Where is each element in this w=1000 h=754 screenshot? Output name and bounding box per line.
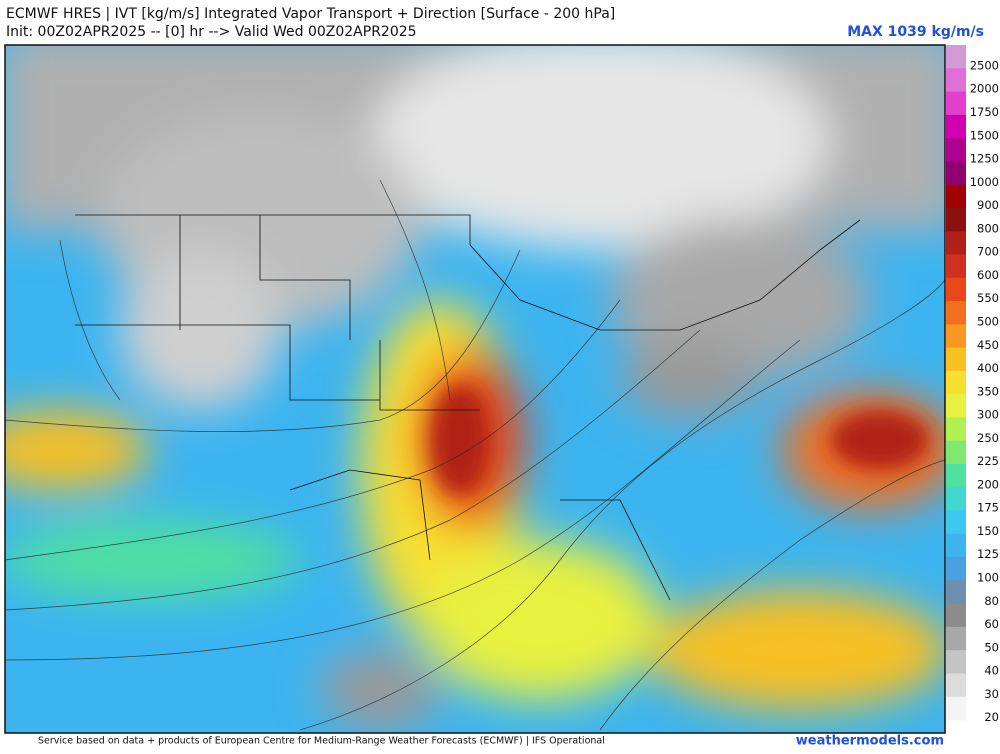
- colorbar-label: 30: [984, 687, 999, 701]
- colorbar-swatch: [946, 557, 966, 581]
- colorbar-swatch: [946, 301, 966, 325]
- colorbar-label: 450: [977, 338, 999, 352]
- colorbar-label: 225: [977, 454, 999, 468]
- colorbar-swatch: [946, 626, 966, 651]
- colorbar-label: 125: [977, 547, 999, 561]
- colorbar-label: 350: [977, 384, 999, 398]
- colorbar-swatch: [946, 394, 966, 418]
- map-frame: [4, 44, 946, 734]
- colorbar-label: 150: [977, 524, 999, 538]
- colorbar-swatch: [946, 184, 966, 209]
- colorbar-label: 600: [977, 268, 999, 282]
- colorbar-label: 300: [977, 408, 999, 422]
- colorbar-label: 700: [977, 245, 999, 259]
- colorbar-swatch: [946, 487, 966, 512]
- colorbar-label: 1500: [970, 128, 999, 142]
- colorbar-swatch: [946, 138, 966, 162]
- colorbar-swatch: [946, 370, 966, 395]
- colorbar-swatch: [946, 254, 966, 279]
- colorbar-swatch: [946, 347, 966, 372]
- colorbar: 2500 2000 1750 1500 1250 1000 900 800 700 600 550 5…: [946, 45, 999, 724]
- colorbar-label: 100: [977, 571, 999, 585]
- colorbar-swatch: [946, 673, 966, 698]
- colorbar-swatch: [946, 231, 966, 255]
- colorbar-label: 2500: [970, 58, 999, 72]
- colorbar-swatch: [946, 533, 966, 558]
- colorbar-label: 400: [977, 361, 999, 375]
- colorbar-label: 60: [984, 617, 999, 631]
- colorbar-label: 1000: [970, 175, 999, 189]
- colorbar-label: 20: [984, 710, 999, 724]
- colorbar-swatch: [946, 91, 966, 116]
- colorbar-label: 250: [977, 431, 999, 445]
- colorbar-swatch: [946, 207, 966, 232]
- title: ECMWF HRES | IVT [kg/m/s] Integrated Vap…: [6, 6, 615, 22]
- colorbar-swatch: [946, 696, 966, 721]
- colorbar-swatch: [946, 114, 966, 139]
- colorbar-swatch: [946, 440, 966, 465]
- colorbar-swatch: [946, 650, 966, 674]
- colorbar-swatch: [946, 277, 966, 302]
- colorbar-swatch: [946, 580, 966, 605]
- colorbar-label: 550: [977, 291, 999, 305]
- colorbar-label: 1250: [970, 152, 999, 166]
- map: [5, 45, 945, 733]
- colorbar-label: 40: [984, 664, 999, 678]
- colorbar-swatch: [946, 45, 966, 69]
- colorbar-swatch: [946, 324, 966, 349]
- colorbar-swatch: [946, 68, 966, 93]
- colorbar-label: 2000: [970, 82, 999, 96]
- colorbar-label: 200: [977, 477, 999, 491]
- colorbar-swatch: [946, 510, 966, 535]
- subtitle: Init: 00Z02APR2025 -- [0] hr --> Valid W…: [6, 24, 417, 40]
- colorbar-label: 900: [977, 198, 999, 212]
- colorbar-swatch: [946, 161, 966, 186]
- colorbar-label: 1750: [970, 105, 999, 119]
- colorbar-swatch: [946, 463, 966, 488]
- colorbar-swatch: [946, 603, 966, 628]
- colorbar-label: 500: [977, 314, 999, 328]
- colorbar-label: 175: [977, 501, 999, 515]
- site: weathermodels.com: [796, 734, 944, 749]
- credit: Service based on data + products of Euro…: [38, 736, 605, 747]
- colorbar-label: 800: [977, 221, 999, 235]
- max-label: MAX 1039 kg/m/s: [847, 24, 984, 40]
- colorbar-swatch: [946, 417, 966, 442]
- colorbar-label: 50: [984, 640, 999, 654]
- colorbar-label: 80: [984, 594, 999, 608]
